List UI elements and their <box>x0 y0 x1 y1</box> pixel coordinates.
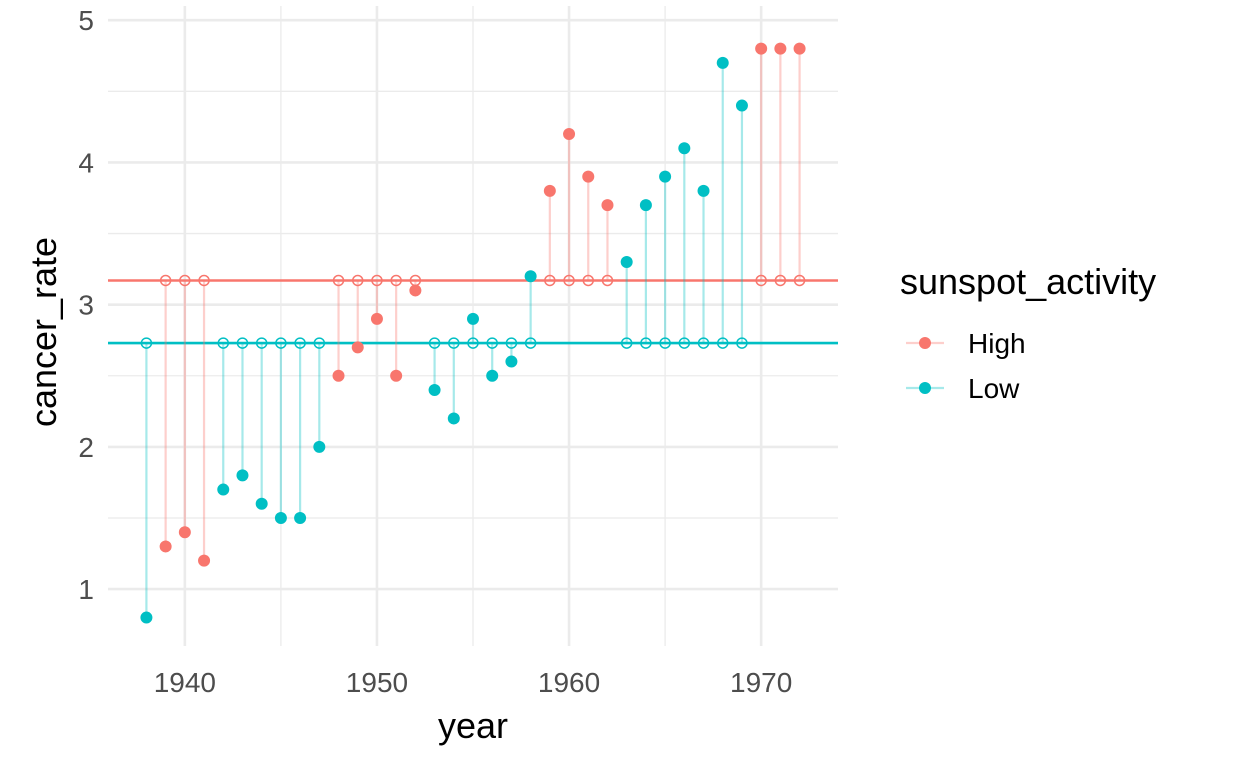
mean-point <box>697 337 710 349</box>
mean-point <box>755 274 767 287</box>
mean-point <box>159 274 172 287</box>
data-point <box>255 497 268 510</box>
x-tick-label: 1950 <box>346 667 408 698</box>
data-point <box>774 42 787 55</box>
x-tick-label: 1940 <box>154 667 216 698</box>
legend-entries: High Low <box>906 328 1026 404</box>
data-point <box>198 554 211 567</box>
x-tick-label: 1960 <box>538 667 600 698</box>
data-point <box>697 184 710 197</box>
data-point <box>486 369 499 382</box>
data-point <box>351 341 364 354</box>
data-point <box>294 512 307 524</box>
mean-point <box>294 337 306 349</box>
mean-point <box>659 337 671 349</box>
data-point <box>467 312 479 325</box>
data-point <box>601 199 614 212</box>
mean-point <box>217 337 230 349</box>
x-tick-label: 1970 <box>730 667 792 698</box>
data-point <box>178 526 191 539</box>
data-point <box>735 99 748 112</box>
mean-point <box>620 337 633 349</box>
y-tick-label: 3 <box>78 290 94 321</box>
data-point <box>505 355 518 368</box>
mean-point <box>678 337 691 349</box>
data-point <box>332 369 345 382</box>
data-point <box>409 284 422 297</box>
data-point <box>639 199 652 212</box>
x-axis-ticks: 1940 1950 1960 1970 <box>154 667 793 698</box>
data-point <box>543 184 556 197</box>
legend: sunspot_activity High Low <box>900 261 1156 404</box>
mean-point <box>774 274 787 287</box>
mean-point <box>486 337 498 349</box>
mean-point <box>505 337 518 349</box>
y-axis-title: cancer_rate <box>23 237 64 427</box>
mean-point <box>351 274 364 287</box>
lollipop-stems <box>145 48 801 618</box>
legend-title: sunspot_activity <box>900 261 1156 302</box>
data-point <box>159 540 172 553</box>
data-point <box>755 42 768 55</box>
data-point <box>678 142 691 155</box>
mean-point <box>140 337 153 349</box>
data-point <box>620 256 633 268</box>
data-point <box>274 512 287 524</box>
legend-key-point <box>919 382 931 394</box>
y-tick-label: 5 <box>78 5 94 36</box>
mean-point <box>467 337 479 349</box>
legend-label: High <box>968 328 1026 359</box>
y-tick-label: 2 <box>78 432 94 463</box>
y-axis-ticks: 1 2 3 4 5 <box>78 5 94 605</box>
data-point <box>140 611 153 624</box>
mean-point <box>716 337 729 349</box>
mean-point <box>236 337 249 349</box>
data-point <box>390 369 403 382</box>
mean-point <box>255 337 268 349</box>
data-point <box>563 128 576 140</box>
mean-point <box>601 274 614 287</box>
y-tick-label: 4 <box>78 147 94 178</box>
mean-point <box>371 274 383 287</box>
data-point <box>236 469 249 482</box>
mean-point <box>563 274 575 287</box>
legend-key-point <box>919 337 931 349</box>
mean-point <box>640 337 652 349</box>
data-point <box>793 42 806 55</box>
mean-point <box>736 337 748 349</box>
data-point <box>313 440 326 453</box>
x-axis-title: year <box>438 705 508 746</box>
mean-point <box>544 274 556 287</box>
mean-point <box>390 274 402 287</box>
data-point <box>524 270 537 283</box>
data-point <box>582 170 595 183</box>
mean-point <box>582 274 595 287</box>
mean-point <box>198 274 210 287</box>
mean-point <box>275 337 287 349</box>
data-point <box>217 483 230 496</box>
mean-point <box>332 274 345 287</box>
group-mean-lines <box>108 279 838 345</box>
data-points <box>140 42 806 624</box>
mean-point <box>524 337 537 349</box>
legend-label: Low <box>968 373 1020 404</box>
mean-point <box>428 337 441 349</box>
grid <box>108 6 838 646</box>
data-point <box>370 312 383 325</box>
data-point <box>659 170 672 183</box>
data-point <box>447 412 460 425</box>
mean-point <box>313 337 326 349</box>
data-point <box>716 56 729 69</box>
y-tick-label: 1 <box>78 574 94 605</box>
mean-point <box>793 274 806 287</box>
mean-point <box>179 274 191 287</box>
data-point <box>428 384 441 396</box>
mean-point <box>448 337 460 349</box>
